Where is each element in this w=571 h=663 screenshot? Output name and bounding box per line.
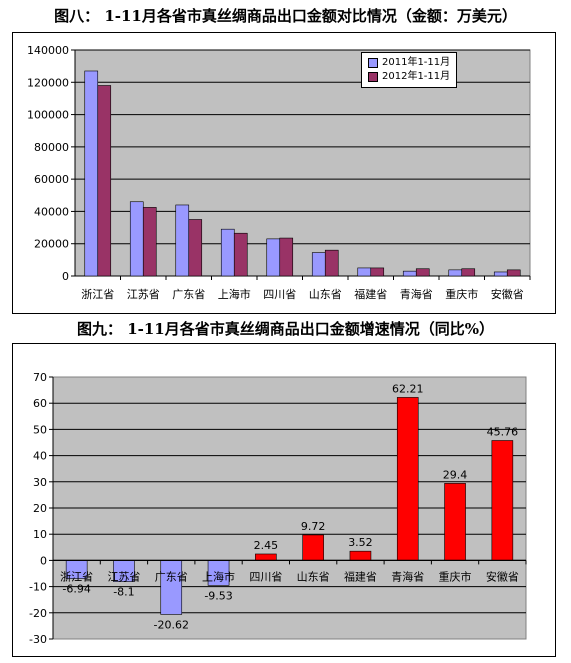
chart2-data-label: -20.62	[154, 618, 189, 631]
chart1-bar-2012	[233, 232, 248, 277]
chart1-category-label: 广东省	[172, 288, 205, 301]
chart2-category-label: 福建省	[344, 569, 377, 583]
chart1-bar-2011	[129, 201, 144, 277]
chart1-bar-2012	[461, 268, 476, 277]
chart1-y-tick-label: 20000	[34, 238, 69, 251]
legend-swatch-2011	[368, 58, 378, 68]
chart1-category-label: 山东省	[309, 288, 342, 301]
chart1-y-tick-label: 0	[62, 270, 69, 283]
chart2-bar-negative	[160, 560, 183, 615]
chart2-y-tick-label: -30	[29, 633, 47, 646]
chart2-title: 图九： 1-11月各省市真丝绸商品出口金额增速情况（同比%）	[76, 320, 494, 338]
chart1-bar-2012	[97, 85, 112, 277]
chart1-bar-2012	[415, 268, 430, 277]
chart2-y-tick-label: 30	[33, 476, 47, 489]
chart1-bar-2011	[84, 70, 99, 277]
chart2-data-label: 3.52	[348, 536, 373, 549]
chart1-bar-2011	[266, 238, 281, 277]
chart2-data-label: 29.4	[443, 468, 468, 481]
chart2-data-label: 2.45	[254, 539, 279, 552]
chart2-y-tick-label: 50	[33, 423, 47, 436]
chart2-category-label: 浙江省	[60, 570, 93, 583]
chart2-bar-positive	[255, 553, 277, 561]
chart2-bar-positive	[302, 534, 324, 561]
legend-label-2011: 2011年1-11月	[382, 57, 451, 68]
chart2-bar-positive	[396, 397, 419, 561]
chart1-y-tick-label: 40000	[34, 205, 69, 218]
chart2-data-label: 9.72	[301, 520, 326, 533]
chart2-data-label: 45.76	[487, 426, 519, 439]
chart1-y-tick-label: 100000	[27, 109, 69, 122]
chart2-category-label: 安徽省	[486, 569, 519, 583]
chart1-bar-2012	[279, 237, 294, 277]
chart2-category-label: 重庆市	[439, 569, 472, 583]
chart1-category-label: 福建省	[354, 287, 387, 301]
chart1-category-label: 青海省	[400, 287, 433, 301]
chart2-category-label: 四川省	[249, 570, 282, 583]
chart2-bar-positive	[491, 440, 514, 561]
chart2-data-label: -6.94	[62, 583, 90, 596]
chart1-bar-2012	[142, 207, 157, 277]
chart1-y-tick-label: 120000	[27, 76, 69, 89]
chart1-y-tick-label: 80000	[34, 141, 69, 154]
chart2-frame: -30 -20 -10 0 10 20 30 40 50 60 70 -6.94 浙江省 -8.1 江苏省 -…	[12, 343, 556, 657]
chart1-frame: 0 20000 40000 60000 80000 100000 120000 140000 浙…	[12, 32, 556, 314]
legend-label-2012: 2012年1-11月	[382, 71, 451, 82]
chart1-bar-2011	[402, 270, 417, 277]
chart2-category-label: 上海市	[202, 569, 235, 583]
chart2-y-tick-label: -20	[29, 607, 47, 620]
chart1-bar-2012	[324, 249, 339, 277]
chart2-y-tick-label: 10	[33, 528, 47, 541]
chart1-bar-2012	[188, 219, 203, 277]
chart2-y-tick-label: 60	[33, 397, 47, 410]
chart1-category-label: 四川省	[263, 288, 296, 301]
chart2-bar-positive	[444, 483, 466, 561]
chart1-bar-2012	[370, 267, 385, 277]
chart1-category-label: 重庆市	[445, 287, 478, 301]
chart2-category-label: 青海省	[391, 569, 424, 583]
chart1-category-label: 安徽省	[491, 287, 524, 301]
chart1-y-tick-label: 60000	[34, 173, 69, 186]
chart1-legend: 2011年1-11月 2012年1-11月	[361, 52, 458, 88]
chart2-y-tick-label: 0	[40, 554, 47, 567]
chart2-data-label: -9.53	[204, 589, 232, 602]
chart2-y-tick-label: 70	[33, 371, 47, 384]
chart1-bar-2012	[506, 269, 521, 277]
chart2-category-label: 江苏省	[107, 570, 140, 583]
chart1-bar-2011	[357, 267, 372, 277]
chart2-bar-positive	[349, 550, 372, 561]
chart1-bar-2011	[175, 204, 190, 277]
chart1-category-label: 浙江省	[81, 288, 114, 301]
chart2-data-label: 62.21	[392, 382, 424, 395]
chart1-svg: 0 20000 40000 60000 80000 100000 120000 140000 浙…	[27, 44, 531, 301]
chart2-y-tick-label: -10	[29, 581, 47, 594]
chart1-bar-2011	[311, 252, 326, 277]
chart2-category-label: 山东省	[297, 570, 330, 583]
chart1-title: 图八： 1-11月各省市真丝绸商品出口金额对比情况（金额：万美元）	[54, 7, 517, 25]
chart1-category-label: 江苏省	[127, 288, 160, 301]
chart1-bar-2011	[448, 269, 463, 277]
chart1-bar-2011	[220, 228, 235, 277]
chart1-bar-2011	[493, 271, 508, 277]
chart1-category-label: 上海市	[218, 287, 251, 301]
chart2-y-tick-label: 20	[33, 502, 47, 515]
chart2-category-label: 广东省	[155, 570, 188, 583]
chart2-data-label: -8.1	[113, 586, 134, 599]
legend-swatch-2012	[368, 72, 378, 82]
legend-item-2011: 2011年1-11月	[368, 56, 450, 70]
chart2-y-tick-label: 40	[33, 450, 47, 463]
legend-item-2012: 2012年1-11月	[368, 70, 450, 84]
chart1-y-tick-label: 140000	[27, 44, 69, 57]
